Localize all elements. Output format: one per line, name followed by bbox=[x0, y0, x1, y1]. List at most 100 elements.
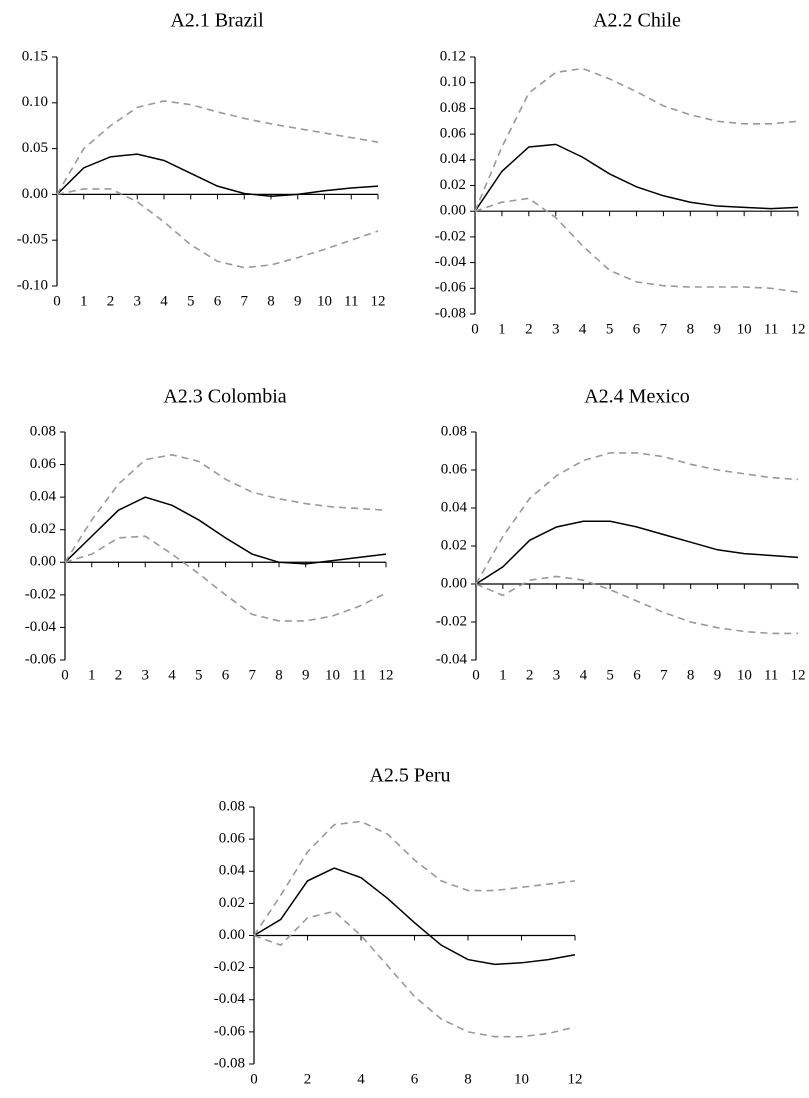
impulse-response-line bbox=[56, 153, 379, 197]
confidence-band-lower bbox=[64, 535, 387, 622]
y-tick-label: 0.06 bbox=[440, 126, 467, 142]
x-tick-label: 3 bbox=[142, 667, 150, 683]
confidence-band-upper bbox=[56, 100, 379, 195]
y-tick-label: -0.06 bbox=[214, 1023, 246, 1039]
x-tick-label: 10 bbox=[737, 321, 752, 337]
x-tick-label: 0 bbox=[53, 293, 61, 309]
y-tick-label: 0.02 bbox=[440, 177, 466, 193]
y-tick-label: 0.02 bbox=[219, 895, 245, 911]
y-tick-label: 0.00 bbox=[440, 203, 466, 219]
y-tick-label: 0.08 bbox=[30, 423, 56, 439]
y-tick-label: 0.06 bbox=[30, 456, 57, 472]
y-tick-label: 0.00 bbox=[219, 927, 245, 943]
x-tick-label: 2 bbox=[115, 667, 123, 683]
x-tick-label: 0 bbox=[61, 667, 69, 683]
y-tick-label: 0.08 bbox=[440, 100, 466, 116]
x-tick-label: 7 bbox=[241, 293, 249, 309]
panel-title: A2.4 Mexico bbox=[584, 386, 690, 408]
x-tick-label: 8 bbox=[687, 321, 695, 337]
confidence-band-lower bbox=[56, 188, 379, 269]
x-tick-label: 9 bbox=[294, 293, 302, 309]
y-tick-label: -0.08 bbox=[214, 1055, 245, 1071]
x-tick-label: 1 bbox=[88, 667, 96, 683]
x-tick-label: 6 bbox=[633, 321, 641, 337]
x-tick-label: 10 bbox=[737, 667, 752, 683]
y-tick-label: 0.04 bbox=[441, 499, 468, 515]
y-tick-label: -0.05 bbox=[17, 232, 48, 248]
y-tick-label: 0.00 bbox=[22, 186, 48, 202]
x-tick-label: 11 bbox=[764, 321, 778, 337]
chart-panel-2: A2.2 Chile -0.08 -0.06 -0.04 -0.02 0.00 0.02 0.… bbox=[435, 10, 806, 338]
x-tick-label: 11 bbox=[352, 667, 366, 683]
confidence-band-upper bbox=[253, 820, 576, 936]
x-tick-label: 12 bbox=[379, 667, 394, 683]
x-tick-label: 7 bbox=[660, 321, 668, 337]
confidence-band-lower bbox=[474, 197, 799, 293]
y-tick-label: 0.10 bbox=[22, 94, 48, 110]
y-tick-label: 0.08 bbox=[441, 423, 467, 439]
x-tick-label: 12 bbox=[568, 1071, 583, 1087]
x-tick-label: 7 bbox=[249, 667, 257, 683]
y-tick-label: 0.06 bbox=[441, 461, 468, 477]
x-tick-label: 9 bbox=[302, 667, 310, 683]
impulse-response-line bbox=[253, 867, 576, 966]
x-tick-label: 1 bbox=[80, 293, 88, 309]
y-tick-label: 0.15 bbox=[22, 48, 48, 64]
x-tick-label: 9 bbox=[714, 667, 722, 683]
y-tick-label: 0.04 bbox=[30, 489, 57, 505]
panel-title: A2.2 Chile bbox=[593, 10, 681, 32]
y-tick-label: -0.04 bbox=[214, 991, 246, 1007]
confidence-band-lower bbox=[253, 910, 576, 1038]
x-tick-label: 10 bbox=[514, 1071, 529, 1087]
confidence-band-upper bbox=[475, 452, 799, 585]
x-tick-label: 5 bbox=[195, 667, 203, 683]
y-tick-label: 0.02 bbox=[30, 521, 56, 537]
x-tick-label: 12 bbox=[791, 321, 806, 337]
panel-title: A2.1 Brazil bbox=[170, 10, 264, 32]
y-tick-label: -0.08 bbox=[435, 305, 466, 321]
x-tick-label: 8 bbox=[267, 293, 275, 309]
panel-title: A2.3 Colombia bbox=[163, 386, 286, 408]
y-tick-label: 0.00 bbox=[30, 554, 56, 570]
impulse-response-line bbox=[64, 496, 387, 565]
chart-panel-3: A2.3 Colombia -0.06 -0.04 -0.02 0.00 0.02 0.04… bbox=[25, 386, 394, 684]
x-tick-label: 10 bbox=[317, 293, 332, 309]
x-tick-label: 3 bbox=[134, 293, 142, 309]
x-tick-label: 8 bbox=[275, 667, 283, 683]
x-tick-label: 11 bbox=[764, 667, 778, 683]
y-tick-label: 0.04 bbox=[440, 151, 467, 167]
x-tick-label: 5 bbox=[187, 293, 195, 309]
x-tick-label: 7 bbox=[660, 667, 668, 683]
x-tick-label: 1 bbox=[499, 667, 507, 683]
x-tick-label: 8 bbox=[464, 1071, 472, 1087]
y-tick-label: 0.00 bbox=[441, 575, 467, 591]
impulse-response-line bbox=[474, 143, 799, 212]
y-tick-label: -0.06 bbox=[25, 651, 57, 667]
confidence-band-upper bbox=[64, 453, 387, 563]
x-tick-label: 6 bbox=[633, 667, 641, 683]
y-tick-label: -0.06 bbox=[435, 280, 467, 296]
x-tick-label: 10 bbox=[325, 667, 340, 683]
y-tick-label: 0.05 bbox=[22, 140, 48, 156]
y-tick-label: -0.04 bbox=[25, 619, 57, 635]
impulse-response-line bbox=[475, 520, 799, 585]
x-tick-label: 11 bbox=[344, 293, 358, 309]
chart-panel-4: A2.4 Mexico -0.04 -0.02 0.00 0.02 0.04 0.06 0.0… bbox=[436, 386, 806, 684]
y-tick-label: 0.06 bbox=[219, 831, 246, 847]
x-tick-label: 2 bbox=[304, 1071, 312, 1087]
x-tick-label: 5 bbox=[606, 321, 614, 337]
x-tick-label: 1 bbox=[498, 321, 506, 337]
x-tick-label: 3 bbox=[552, 321, 560, 337]
confidence-band-upper bbox=[474, 67, 799, 212]
x-tick-label: 6 bbox=[222, 667, 230, 683]
x-tick-label: 6 bbox=[411, 1071, 419, 1087]
chart-panel-1: A2.1 Brazil-0.10-0.050.000.050.100.150 1 2… bbox=[17, 10, 386, 310]
y-tick-label: -0.02 bbox=[214, 959, 245, 975]
x-tick-label: 0 bbox=[250, 1071, 258, 1087]
x-tick-label: 4 bbox=[579, 321, 587, 337]
y-tick-label: 0.04 bbox=[219, 863, 246, 879]
y-tick-label: -0.02 bbox=[435, 228, 466, 244]
y-tick-label: -0.10 bbox=[17, 277, 48, 293]
